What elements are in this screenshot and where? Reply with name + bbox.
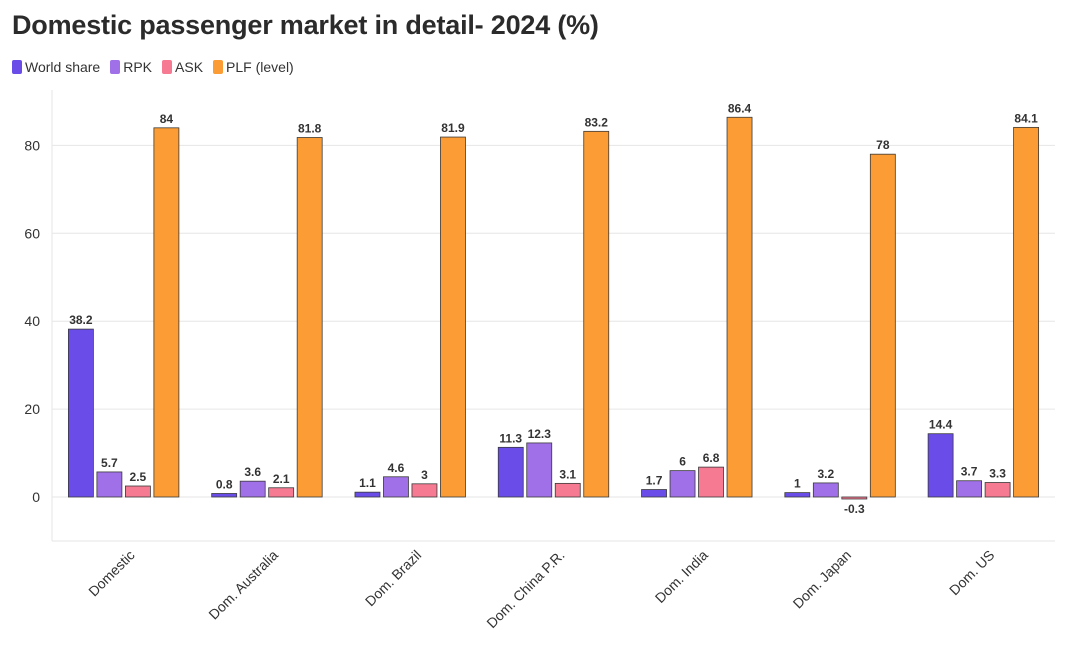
legend-swatch-world-share [12,60,22,74]
bar-world-share-dom-australia[interactable] [211,493,238,498]
x-tick-label-dom-australia: Dom. Australia [205,547,281,623]
data-label: 3.2 [817,467,834,481]
y-tick-label: 80 [24,137,40,153]
x-tick-label-dom-us: Dom. US [946,547,997,598]
bar-rpk-dom-brazil[interactable] [383,476,409,498]
legend-label-world-share: World share [25,59,101,75]
bar-world-share-dom-us[interactable] [927,433,954,498]
data-label: 6.8 [703,451,720,465]
bar-ask-dom-australia[interactable] [268,487,295,498]
chart-title: Domestic passenger market in detail- 202… [12,10,599,40]
legend-swatch-rpk [110,60,121,74]
data-label: 38.2 [69,313,93,327]
bar-rpk-dom-japan[interactable] [812,482,839,498]
bar-plf-level-domestic[interactable] [153,127,180,498]
bar-world-share-dom-japan[interactable] [784,492,811,498]
data-label: 5.7 [101,456,118,470]
y-tick-label: 60 [24,225,40,241]
x-tick-label-dom-india: Dom. India [652,547,711,606]
bar-rpk-dom-india[interactable] [669,470,696,498]
bar-ask-dom-us[interactable] [984,482,1011,498]
legend-item-rpk[interactable]: RPK [110,59,152,75]
bar-rpk-dom-us[interactable] [956,480,983,498]
data-label: 84.1 [1014,111,1038,125]
data-label: 83.2 [585,115,609,129]
bar-ask-domestic[interactable] [124,485,151,498]
data-label: 14.4 [929,418,953,432]
data-label: 1.7 [646,474,663,488]
x-tick-label-domestic: Domestic [85,547,138,600]
data-label: 12.3 [528,427,552,441]
legend-swatch-ask [162,60,173,74]
data-label: 1.1 [359,476,376,490]
data-label: 2.1 [273,472,290,486]
x-tick-label-dom-china-p-r: Dom. China P.R. [483,547,567,631]
legend: World share RPK ASK PLF (level) [12,59,294,75]
bar-plf-level-dom-china-p-r[interactable] [583,130,610,498]
legend-item-plf[interactable]: PLF (level) [213,59,294,75]
bar-ask-dom-japan[interactable] [841,496,868,500]
y-tick-label: 40 [24,313,40,329]
data-label: 86.4 [728,101,752,115]
data-label: 3 [421,468,428,482]
x-tick-label-dom-brazil: Dom. Brazil [362,547,424,609]
data-label: 4.6 [388,461,405,475]
data-label: 81.8 [298,121,322,135]
data-label: 78 [876,138,890,152]
legend-item-world-share[interactable]: World share [12,59,100,75]
bar-world-share-dom-india[interactable] [641,489,667,498]
bar-world-share-dom-china-p-r[interactable] [497,446,524,498]
legend-label-ask: ASK [175,59,204,75]
data-label: 3.1 [559,467,576,481]
bar-ask-dom-china-p-r[interactable] [554,482,581,498]
bar-plf-level-dom-india[interactable] [726,116,753,498]
bar-world-share-domestic[interactable] [67,328,94,498]
data-label: 0.8 [216,477,233,491]
bar-plf-level-dom-us[interactable] [1013,126,1040,498]
bar-plf-level-dom-japan[interactable] [869,153,896,498]
y-tick-label: 0 [32,489,40,505]
bar-ask-dom-india[interactable] [698,466,724,498]
data-label: 3.3 [989,466,1006,480]
data-label: -0.3 [844,502,865,516]
data-label: 6 [679,455,686,469]
data-label: 2.5 [130,470,147,484]
y-tick-label: 20 [24,401,40,417]
bar-ask-dom-brazil[interactable] [411,483,438,498]
data-label: 11.3 [499,431,522,445]
x-tick-label-dom-japan: Dom. Japan [790,547,855,612]
legend-label-plf: PLF (level) [226,59,294,75]
legend-swatch-plf [213,60,224,74]
bar-plf-level-dom-australia[interactable] [296,137,323,498]
bar-rpk-dom-australia[interactable] [239,480,266,498]
data-label: 84 [160,112,174,126]
bar-world-share-dom-brazil[interactable] [354,491,381,498]
legend-label-rpk: RPK [123,59,153,75]
legend-item-ask[interactable]: ASK [162,59,203,75]
bar-rpk-domestic[interactable] [96,471,123,498]
data-label: 3.7 [961,465,978,479]
bar-plf-level-dom-brazil[interactable] [440,136,466,498]
data-label: 3.6 [244,465,261,479]
bar-rpk-dom-china-p-r[interactable] [526,442,553,498]
data-label: 1 [794,477,801,491]
data-label: 81.9 [441,121,465,135]
